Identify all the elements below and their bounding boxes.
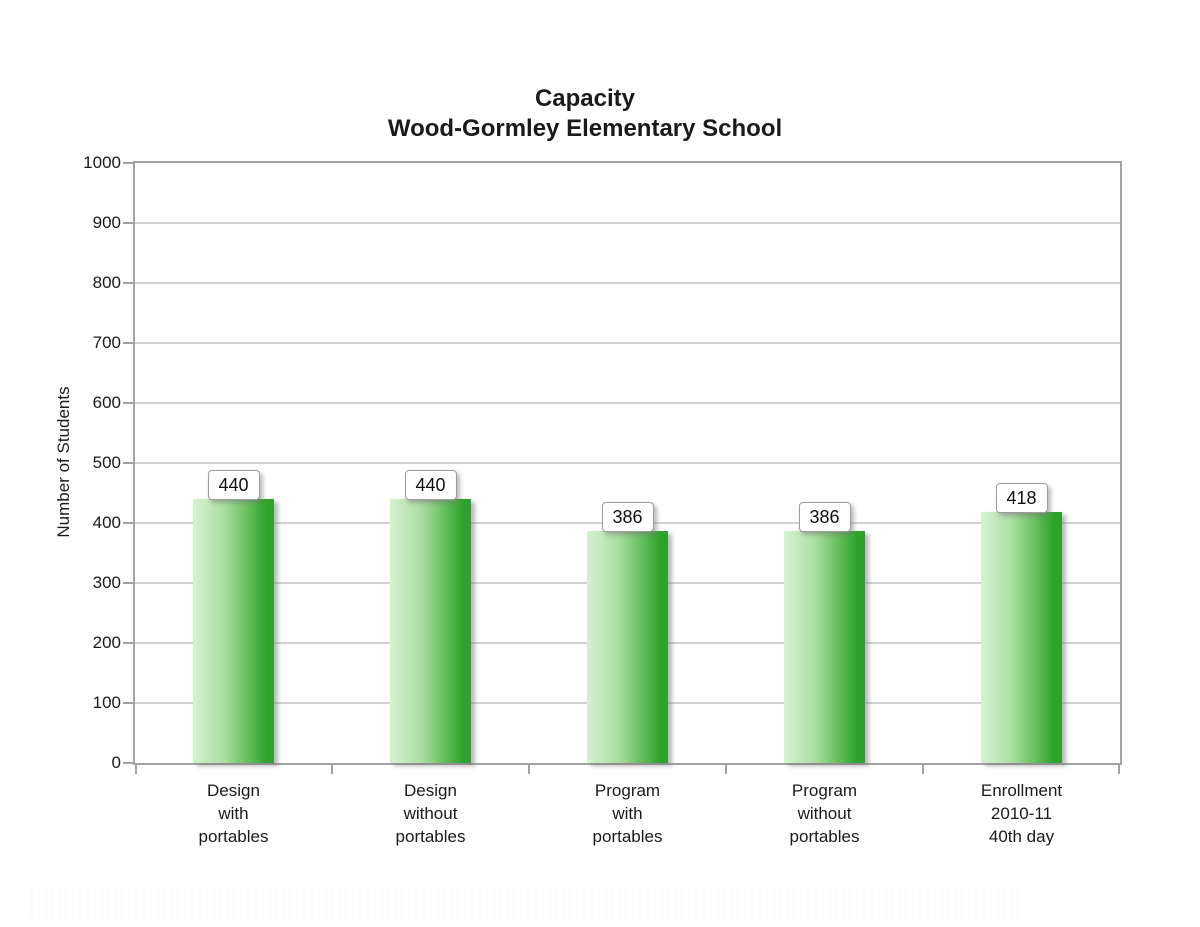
y-axis-tick-label: 200 xyxy=(92,633,121,652)
y-axis-tick-label: 700 xyxy=(92,333,121,352)
category-label-line: portables xyxy=(789,827,860,846)
x-axis-tick xyxy=(922,763,924,774)
category-label: Design with portables xyxy=(135,779,332,848)
gridline xyxy=(135,222,1120,224)
category-label-line: Program xyxy=(594,781,661,800)
y-axis-tick xyxy=(123,522,133,524)
category-label-line: 40th day xyxy=(988,827,1055,846)
bar xyxy=(981,512,1062,763)
x-axis-tick xyxy=(331,763,333,774)
category-label: Program with portables xyxy=(529,779,726,848)
y-axis-tick xyxy=(123,162,133,164)
x-axis-tick xyxy=(1118,763,1120,774)
category-label-line: portables xyxy=(592,827,663,846)
bar xyxy=(784,531,865,763)
y-axis-tick-label: 400 xyxy=(92,513,121,532)
y-axis-tick xyxy=(123,462,133,464)
bar xyxy=(587,531,668,763)
category-label: Design without portables xyxy=(332,779,529,848)
y-axis-tick-label: 0 xyxy=(111,753,121,772)
watermark-artifact xyxy=(30,886,1020,920)
y-axis-tick-label: 1000 xyxy=(83,153,121,172)
plot-area: 440 440 386 386 418 xyxy=(123,161,1122,774)
category-label-line: with xyxy=(218,804,249,823)
chart-title: Capacity Wood-Gormley Elementary School xyxy=(0,84,1170,144)
gridline xyxy=(135,342,1120,344)
bar-value-label: 440 xyxy=(207,470,260,500)
y-axis-tick xyxy=(123,282,133,284)
y-axis-tick xyxy=(123,702,133,704)
x-axis-tick xyxy=(135,763,137,774)
bar-value-label: 386 xyxy=(601,502,654,533)
y-axis-tick-labels: 0 100 200 300 400 500 600 700 800 900 1000 xyxy=(0,153,121,772)
y-axis-tick xyxy=(123,402,133,404)
bar xyxy=(193,499,274,763)
category-label-line: portables xyxy=(395,827,466,846)
category-label-line: Program xyxy=(791,781,858,800)
y-axis-tick xyxy=(123,342,133,344)
y-axis-tick xyxy=(123,642,133,644)
bar-value-label: 440 xyxy=(404,470,457,500)
gridline xyxy=(135,462,1120,464)
bar-value-label: 418 xyxy=(995,483,1048,514)
y-axis-tick-label: 300 xyxy=(92,573,121,592)
y-axis-tick-label: 100 xyxy=(92,693,121,712)
y-axis-tick-label: 600 xyxy=(92,393,121,412)
category-label-line: without xyxy=(797,804,852,823)
gridline xyxy=(135,282,1120,284)
bar-value-label: 386 xyxy=(798,502,851,533)
y-axis-tick-label: 900 xyxy=(92,213,121,232)
y-axis-tick xyxy=(123,222,133,224)
category-label-line: 2010-11 xyxy=(990,804,1053,823)
chart-title-line2: Wood-Gormley Elementary School xyxy=(387,115,783,142)
category-label-line: Design xyxy=(404,781,457,800)
y-axis-tick xyxy=(123,762,133,764)
chart-title-line1: Capacity xyxy=(534,85,636,112)
category-label: Enrollment 2010-11 40th day xyxy=(923,779,1120,848)
category-label-line: with xyxy=(612,804,643,823)
y-axis-tick xyxy=(123,582,133,584)
x-axis-category-labels: Design with portables Design without portable… xyxy=(135,779,1120,859)
gridline xyxy=(135,402,1120,404)
category-label-line: Design xyxy=(207,781,260,800)
x-axis-tick xyxy=(528,763,530,774)
category-label: Program without portables xyxy=(726,779,923,848)
y-axis-tick-label: 500 xyxy=(92,453,121,472)
bar xyxy=(390,499,471,763)
category-label-line: portables xyxy=(198,827,269,846)
y-axis-tick-label: 800 xyxy=(92,273,121,292)
category-label-line: Enrollment xyxy=(980,781,1063,800)
x-axis-tick xyxy=(725,763,727,774)
category-label-line: without xyxy=(403,804,458,823)
